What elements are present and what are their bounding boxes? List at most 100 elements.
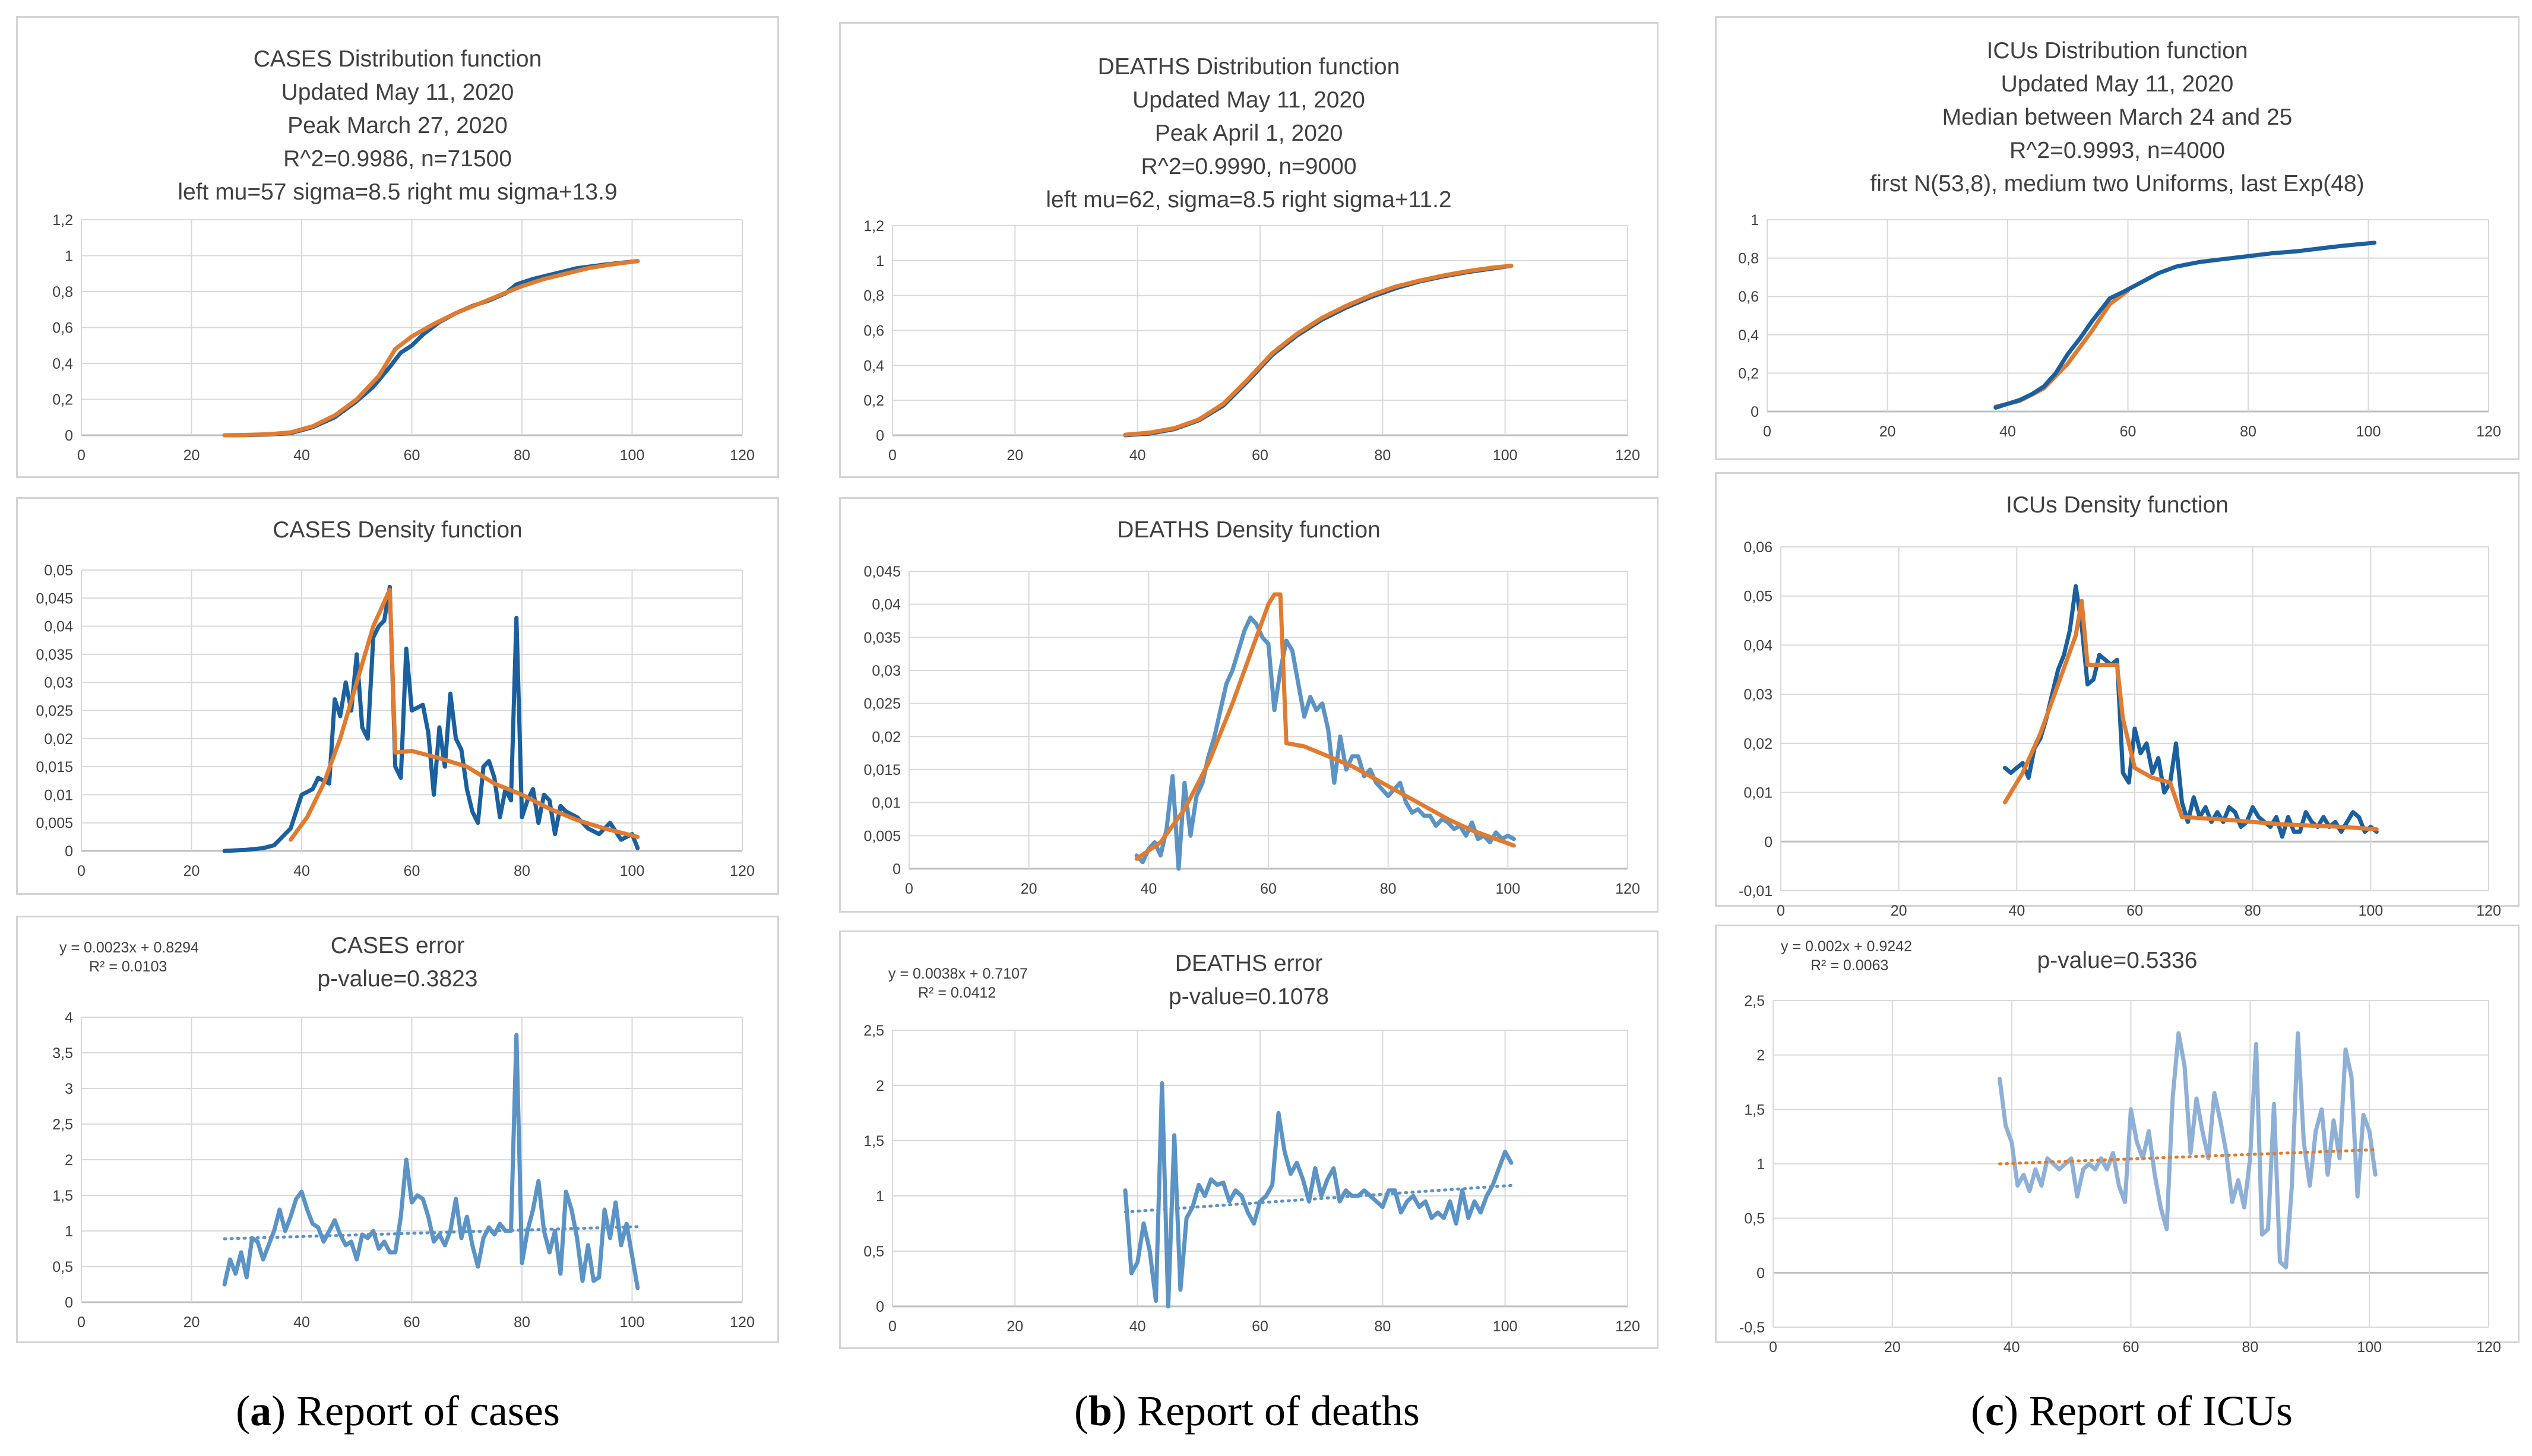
panel-cases-distribution: CASES Distribution function Updated May … [16,16,779,478]
y-tick-label: 0,035 [36,647,73,663]
y-tick-label: 0,8 [863,288,884,305]
panel-icus-distribution: ICUs Distribution function Updated May 1… [1715,16,2520,460]
series-line-error [1123,1081,1514,1309]
x-tick-label: 20 [1884,1339,1901,1356]
y-tick-label: 0,5 [1744,1211,1765,1227]
deaths-error-chart: 0 0,5 1 1,5 2 2,5 0 20 40 60 80 100 120 [863,1023,1640,1335]
x-tick-label: 80 [2242,1339,2258,1356]
x-tick-label: 80 [1374,447,1391,464]
x-tick-label: 120 [2476,1339,2501,1356]
y-tick-label: 0,04 [872,597,901,613]
y-tick-label: 0,5 [52,1259,73,1275]
y-tick-label: 0,025 [863,696,901,713]
series-line-trend [1998,1148,2377,1166]
panel-icus-density: ICUs Density function -0,01 0 0,01 0,02 0,03… [1715,472,2520,919]
trendline-equation: y = 0.002x + 0.9242 R² = 0.0063 [1781,938,1913,974]
y-tick-label: 0 [65,428,73,444]
panel-cases-error: y = 0.0023x + 0.8294 R² = 0.0103 CASES e… [16,916,779,1343]
y-tick-label: 1 [876,253,884,270]
panel-deaths-density: DEATHS Density function 0 0,005 0,01 0,015 0… [839,497,1659,913]
series-line-observed [222,259,640,438]
x-tick-label: 60 [2123,1339,2139,1356]
y-tick-label: 0 [65,843,73,860]
y-tick-label: 1,5 [863,1133,884,1150]
y-tick-label: 0 [876,428,884,444]
x-tick-label: 60 [1252,447,1268,464]
x-tick-label: 60 [1252,1318,1268,1335]
y-tick-label: 0 [1751,404,1759,420]
y-tick-label: 0,015 [36,759,73,776]
y-tick-label: 1 [1751,212,1759,229]
y-tick-label: 0,4 [52,356,73,372]
y-tick-label: 0 [892,861,901,878]
x-tick-label: 20 [1021,881,1037,897]
x-tick-label: 40 [2004,1339,2020,1356]
x-tick-label: 100 [2358,903,2383,919]
x-tick-label: 40 [293,1314,310,1331]
y-tick-label: 0 [1756,1265,1765,1281]
icus-distribution-chart: 0 0,2 0,4 0,6 0,8 1 0 20 40 60 80 100 120 [1738,212,2501,440]
series-line-observed [2003,584,2379,839]
x-tick-label: 20 [1007,1318,1023,1335]
y-tick-label: 0,4 [863,357,884,374]
x-tick-label: 40 [1140,881,1157,897]
y-tick-label: 0,5 [863,1243,884,1260]
series-line-fitted [222,259,640,438]
x-tick-label: 0 [888,447,897,464]
chart-title: CASES error p-value=0.3823 [317,933,478,992]
x-tick-label: 60 [1260,881,1277,897]
y-tick-label: 2 [1756,1047,1765,1064]
y-tick-label: 4 [65,1009,73,1026]
y-tick-label: 0,6 [52,320,73,337]
chart-title: DEATHS Density function [1117,517,1381,543]
y-tick-label: 3 [65,1081,73,1097]
y-tick-label: 0,045 [863,564,901,580]
x-tick-label: 120 [1615,1318,1640,1335]
y-tick-label: 0,01 [1743,785,1773,802]
y-tick-label: 0,2 [52,392,73,409]
x-tick-label: 100 [620,863,645,879]
y-tick-label: 0,01 [44,787,73,803]
x-tick-label: 60 [404,447,420,464]
y-tick-label: 0,2 [863,393,884,409]
x-tick-label: 20 [1007,447,1023,464]
x-tick-label: 60 [404,863,420,879]
x-tick-label: 120 [2476,903,2501,919]
icus-error-chart: -0,500,511,522,50 20 40 60 80 100 120 [1739,993,2501,1356]
x-tick-label: 0 [1763,423,1771,440]
y-tick-label: 2,5 [863,1023,884,1039]
deaths-density-chart: 0 0,005 0,01 0,015 0,02 0,025 0,03 0,035 0,04 0,0… [863,564,1640,897]
series-line-error [1998,1031,2378,1270]
caption-b: (b) Report of deaths [1074,1387,1420,1435]
y-tick-label: 0,8 [52,284,73,300]
x-tick-label: 0 [77,1314,86,1331]
x-tick-label: 40 [293,447,310,464]
x-tick-label: 100 [620,1314,645,1331]
x-tick-label: 20 [183,1314,200,1331]
chart-title: ICUs Density function [2006,492,2229,518]
x-tick-label: 120 [1615,881,1640,897]
y-tick-label: 1 [876,1188,884,1205]
y-tick-label: 0,02 [872,729,901,745]
x-tick-label: 80 [514,863,530,879]
y-tick-label: 0,05 [44,562,73,579]
y-tick-label: 2 [65,1152,73,1169]
series-line-fitted [1123,264,1514,437]
series-line-trend [1123,1183,1513,1214]
y-tick-label: 1 [65,248,73,265]
x-tick-label: 120 [730,1314,755,1331]
deaths-distribution-chart: 0 0,2 0,4 0,6 0,8 1 1,2 0 20 40 60 80 100 120 [863,218,1640,464]
panel-deaths-distribution: DEATHS Distribution function Updated May… [839,22,1659,478]
x-tick-label: 60 [404,1314,420,1331]
cases-distribution-chart: 0 0,2 0,4 0,6 0,8 1 1,2 0 20 40 60 80 100 120 [52,212,755,464]
x-tick-label: 120 [730,863,755,879]
y-tick-label: 0 [65,1294,73,1311]
chart-title: DEATHS error p-value=0.1078 [1169,951,1329,1009]
cases-error-chart: 00,511,522,533,540 20 40 60 80 100 120 [52,1009,755,1331]
x-tick-label: 40 [2008,903,2025,919]
cases-density-chart: 0 0,005 0,01 0,015 0,02 0,025 0,03 0,035 0,04 0,0… [36,562,755,879]
series-line-fitted [1134,592,1516,861]
x-tick-label: 0 [905,881,913,897]
y-tick-label: 0,005 [36,815,73,832]
chart-title: CASES Density function [273,517,523,543]
